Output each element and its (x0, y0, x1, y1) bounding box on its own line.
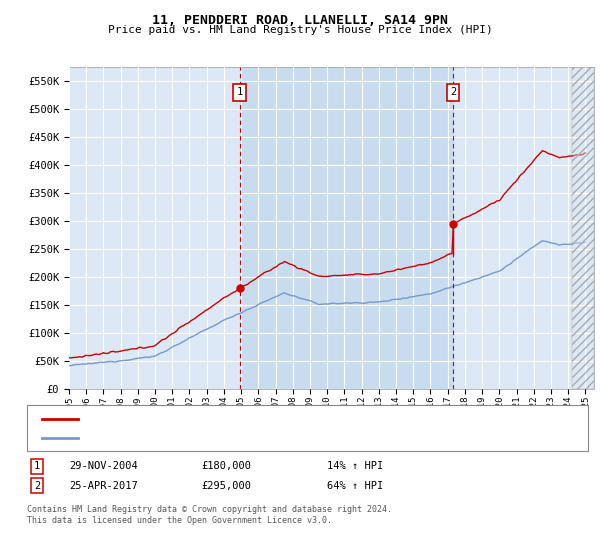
Text: Price paid vs. HM Land Registry's House Price Index (HPI): Price paid vs. HM Land Registry's House … (107, 25, 493, 35)
Text: 1: 1 (236, 87, 243, 97)
Text: 1: 1 (34, 461, 40, 472)
Text: 11, PENDDERI ROAD, LLANELLI, SA14 9PN (detached house): 11, PENDDERI ROAD, LLANELLI, SA14 9PN (d… (84, 414, 401, 424)
Text: 14% ↑ HPI: 14% ↑ HPI (327, 461, 383, 472)
Text: £295,000: £295,000 (201, 480, 251, 491)
Text: HPI: Average price, detached house, Carmarthenshire: HPI: Average price, detached house, Carm… (84, 433, 383, 443)
Text: 2: 2 (450, 87, 457, 97)
Text: 29-NOV-2004: 29-NOV-2004 (69, 461, 138, 472)
Text: 64% ↑ HPI: 64% ↑ HPI (327, 480, 383, 491)
Text: 11, PENDDERI ROAD, LLANELLI, SA14 9PN: 11, PENDDERI ROAD, LLANELLI, SA14 9PN (152, 14, 448, 27)
Text: Contains HM Land Registry data © Crown copyright and database right 2024.
This d: Contains HM Land Registry data © Crown c… (27, 505, 392, 525)
Text: 25-APR-2017: 25-APR-2017 (69, 480, 138, 491)
Bar (572, 67, 594, 389)
Bar (572, 53, 594, 389)
Bar (239, 67, 453, 389)
Text: £180,000: £180,000 (201, 461, 251, 472)
Text: 2: 2 (34, 480, 40, 491)
